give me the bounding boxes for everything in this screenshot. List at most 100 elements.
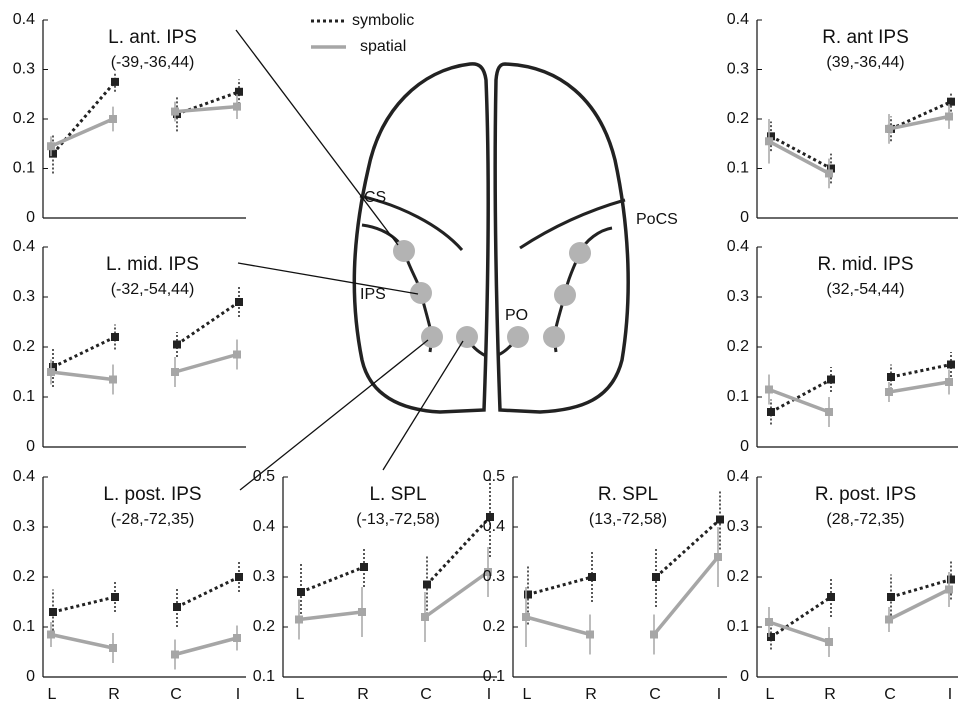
point: [235, 298, 243, 306]
y-tick-label: 0: [740, 438, 749, 455]
pointer-lines: [235, 29, 464, 491]
y-tick-label: 0.3: [253, 568, 275, 585]
point: [173, 340, 181, 349]
sulcus: [519, 198, 626, 250]
legend-label: spatial: [360, 38, 406, 55]
y-tick-label: 0.4: [13, 468, 35, 485]
y-tick-label: 0: [26, 438, 35, 455]
y-tick-label: 0.4: [13, 11, 35, 28]
x-tick-label: R: [357, 686, 369, 703]
right-hemisphere: [493, 62, 630, 414]
series-line: [50, 117, 114, 148]
point: [887, 373, 895, 381]
x-tick-label: R: [585, 686, 597, 703]
sulcus: [359, 194, 464, 251]
y-tick-label: 0.4: [727, 11, 749, 28]
point: [49, 608, 57, 616]
panel-subtitle: (13,-72,58): [589, 511, 667, 528]
point: [825, 169, 833, 178]
series-line: [50, 370, 114, 382]
series-line: [768, 139, 830, 175]
point: [47, 142, 55, 151]
point: [947, 360, 955, 369]
y-tick-label: 0.3: [727, 61, 749, 78]
point: [716, 515, 724, 524]
y-tick-label: 0.2: [13, 110, 35, 127]
point: [765, 618, 773, 626]
panel-title: L. SPL: [369, 484, 426, 505]
roi: [569, 242, 591, 264]
y-tick-label: 0.1: [13, 388, 35, 405]
x-tick-label: C: [649, 686, 661, 703]
y-tick-label: 0.3: [13, 518, 35, 535]
y-tick-label: 0.4: [13, 238, 35, 255]
diagram-label: IPS: [360, 286, 386, 303]
y-tick-label: 0.4: [253, 518, 275, 535]
y-tick-label: 0.1: [13, 618, 35, 635]
point: [522, 613, 530, 621]
x-tick-label: I: [948, 686, 952, 703]
series-line: [770, 378, 832, 414]
point: [109, 115, 117, 123]
point: [111, 77, 119, 86]
y-tick-label: 0.3: [727, 288, 749, 305]
y-tick-label: 0.1: [13, 160, 35, 177]
panel-title: L. post. IPS: [103, 484, 201, 505]
point: [360, 563, 368, 571]
point: [111, 333, 119, 341]
y-tick-label: 0.1: [483, 668, 505, 685]
point: [945, 585, 953, 594]
y-tick-label: 0.1: [727, 160, 749, 177]
series-line: [652, 555, 720, 636]
left-hemisphere: [352, 62, 490, 414]
series-line: [176, 575, 240, 609]
x-tick-label: L: [296, 686, 305, 703]
series-line: [52, 335, 116, 369]
point: [524, 590, 532, 599]
point: [767, 408, 775, 416]
x-tick-label: L: [523, 686, 532, 703]
series-line: [770, 135, 832, 170]
roi: [554, 284, 576, 306]
point: [233, 102, 241, 111]
panel-subtitle: (39,-36,44): [826, 54, 904, 71]
y-tick-label: 0.4: [483, 518, 505, 535]
panel-title: R. ant IPS: [822, 27, 909, 48]
series-line: [176, 90, 240, 116]
panel-title: L. ant. IPS: [108, 27, 197, 48]
pointer: [237, 262, 419, 295]
series-line: [890, 578, 952, 599]
roi: [507, 326, 529, 348]
y-tick-label: 0.2: [253, 618, 275, 635]
y-tick-label: 0.2: [13, 568, 35, 585]
series-line: [654, 518, 722, 579]
point: [945, 378, 953, 386]
series-line: [174, 104, 238, 114]
point: [767, 633, 775, 641]
diagram-label: PO: [505, 307, 528, 324]
point: [887, 593, 895, 601]
point: [827, 375, 835, 384]
panel-title: R. mid. IPS: [817, 254, 913, 275]
y-tick-label: 0.4: [727, 468, 749, 485]
point: [358, 608, 366, 616]
roi: [543, 326, 565, 348]
y-tick-label: 0.3: [13, 288, 35, 305]
pointer: [239, 339, 429, 491]
point: [827, 593, 835, 601]
diagram-label: PoCS: [636, 211, 678, 228]
x-tick-label: I: [487, 686, 491, 703]
series-line: [770, 595, 832, 639]
roi: [393, 240, 415, 262]
series-line: [176, 300, 240, 346]
legend-label: symbolic: [352, 12, 414, 29]
point: [109, 375, 117, 384]
point: [767, 132, 775, 141]
x-tick-label: C: [420, 686, 432, 703]
point: [173, 603, 181, 611]
y-tick-label: 0.5: [253, 468, 275, 485]
y-tick-label: 0.2: [13, 338, 35, 355]
y-tick-label: 0: [740, 668, 749, 685]
point: [111, 593, 119, 601]
